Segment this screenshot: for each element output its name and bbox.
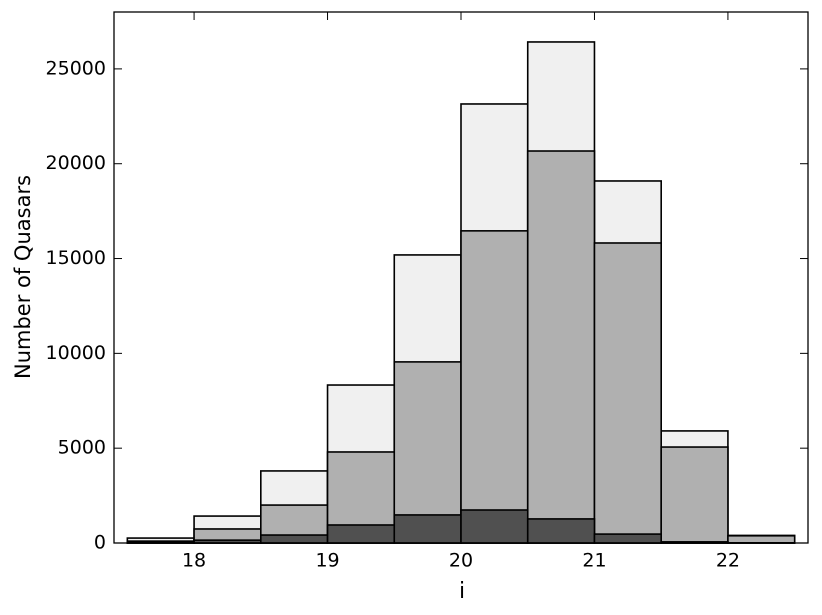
bar	[526, 518, 596, 544]
x-tick-label: 22	[716, 550, 740, 572]
x-tick-label: 21	[582, 550, 606, 572]
bar	[326, 524, 396, 544]
bar	[260, 534, 329, 544]
x-tick-label: 20	[449, 550, 473, 572]
x-tick-label: 19	[315, 550, 339, 572]
bar	[593, 533, 662, 544]
y-tick-label: 0	[94, 532, 106, 554]
y-tick-label: 5000	[58, 437, 106, 459]
bars	[126, 41, 796, 544]
x-tick-label: 18	[182, 550, 206, 572]
y-tick-label: 20000	[46, 152, 106, 174]
bar	[660, 446, 729, 544]
y-axis-label: Number of Quasars	[11, 175, 35, 379]
y-tick-label: 10000	[46, 342, 106, 364]
y-tick-label: 15000	[46, 247, 106, 269]
bar	[460, 509, 529, 544]
bar	[460, 230, 529, 544]
bar	[593, 242, 662, 544]
y-tick-label: 25000	[46, 57, 106, 79]
bar	[727, 534, 796, 544]
x-axis-label: i	[459, 579, 465, 604]
bar	[526, 150, 596, 544]
bar	[393, 361, 462, 544]
bar	[393, 514, 462, 544]
